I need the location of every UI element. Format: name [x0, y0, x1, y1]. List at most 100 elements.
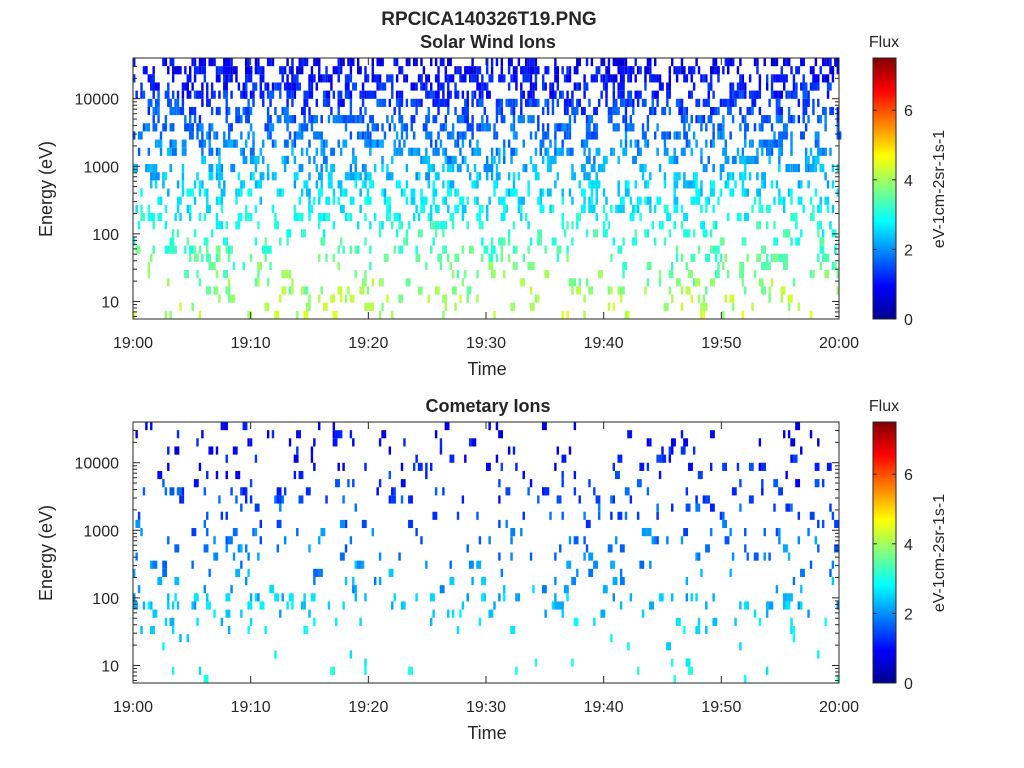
heatmap-cell: [709, 82, 713, 91]
heatmap-cell: [342, 495, 345, 504]
heatmap-cell: [619, 82, 625, 91]
heatmap-cell: [773, 90, 779, 99]
heatmap-cell: [237, 470, 241, 480]
heatmap-cell: [206, 204, 211, 213]
heatmap-cell: [688, 66, 693, 75]
heatmap-cell: [785, 58, 791, 67]
heatmap-cell: [383, 188, 387, 197]
heatmap-cell: [814, 155, 820, 165]
heatmap-cell: [571, 658, 574, 667]
heatmap-cell: [758, 74, 762, 83]
heatmap-cell: [534, 658, 538, 667]
heatmap-cell: [339, 188, 343, 197]
heatmap-cell: [466, 286, 472, 295]
heatmap-cell: [607, 58, 611, 67]
heatmap-cell: [809, 147, 813, 156]
heatmap-cell: [208, 261, 214, 271]
heatmap-cell: [164, 221, 168, 230]
heatmap-cell: [673, 196, 679, 205]
heatmap-cell: [315, 147, 319, 156]
heatmap-cell: [157, 139, 163, 148]
heatmap-cell: [741, 261, 745, 271]
heatmap-cell: [432, 188, 438, 197]
heatmap-cell: [288, 438, 292, 447]
heatmap-cell: [266, 131, 270, 140]
heatmap-cell: [473, 147, 477, 156]
heatmap-cell: [249, 438, 253, 447]
heatmap-cell: [571, 164, 574, 173]
heatmap-cell: [709, 462, 713, 471]
heatmap-cell: [427, 131, 433, 140]
heatmap-cell: [554, 576, 557, 586]
heatmap-cell: [753, 155, 759, 165]
heatmap-cell: [230, 123, 233, 132]
heatmap-cell: [792, 74, 796, 83]
heatmap-cell: [546, 106, 550, 116]
heatmap-cell: [741, 172, 745, 181]
heatmap-cell: [500, 58, 504, 67]
heatmap-cell: [320, 237, 326, 246]
heatmap-cell: [318, 172, 323, 181]
heatmap-cell: [761, 147, 764, 156]
heatmap-cell: [661, 131, 667, 140]
heatmap-cell: [181, 82, 185, 91]
heatmap-cell: [354, 503, 357, 512]
heatmap-cell: [369, 147, 372, 156]
heatmap-cell: [198, 666, 202, 675]
heatmap-cell: [286, 82, 292, 91]
heatmap-cell: [464, 115, 467, 124]
heatmap-cell: [763, 180, 766, 189]
heatmap-cell: [588, 115, 594, 124]
heatmap-cell: [644, 164, 647, 173]
heatmap-cell: [420, 74, 423, 83]
heatmap-cell: [700, 302, 703, 311]
heatmap-cell: [600, 609, 606, 618]
heatmap-cell: [685, 180, 689, 189]
heatmap-cell: [181, 180, 185, 189]
heatmap-cell: [198, 66, 202, 75]
heatmap-cell: [744, 90, 747, 99]
cometary-y-label: Energy (eV): [36, 505, 56, 601]
heatmap-cell: [666, 90, 669, 99]
heatmap-cell: [797, 98, 801, 107]
heatmap-cell: [468, 172, 472, 181]
heatmap-cell: [215, 172, 219, 181]
heatmap-cell: [171, 625, 175, 635]
heatmap-cell: [420, 82, 423, 91]
heatmap-cell: [826, 58, 830, 67]
heatmap-cell: [208, 568, 211, 577]
heatmap-cell: [432, 196, 435, 205]
heatmap-cell: [590, 74, 594, 83]
heatmap-cell: [344, 172, 350, 181]
heatmap-cell: [668, 270, 674, 279]
heatmap-cell: [634, 74, 637, 83]
heatmap-cell: [534, 58, 538, 67]
heatmap-cell: [269, 123, 275, 132]
heatmap-cell: [444, 147, 448, 156]
heatmap-cell: [439, 123, 443, 132]
heatmap-cell: [639, 212, 642, 222]
heatmap-cell: [785, 503, 791, 512]
heatmap-cell: [607, 115, 611, 124]
heatmap-cell: [576, 98, 579, 107]
heatmap-cell: [142, 601, 146, 610]
heatmap-cell: [322, 155, 328, 165]
heatmap-cell: [680, 302, 684, 311]
heatmap-cell: [337, 90, 343, 99]
heatmap-cell: [566, 74, 572, 83]
heatmap-cell: [342, 115, 348, 124]
heatmap-cell: [442, 90, 445, 99]
heatmap-cell: [748, 172, 752, 181]
heatmap-cell: [739, 503, 742, 512]
heatmap-cell: [583, 74, 586, 83]
heatmap-cell: [133, 568, 136, 577]
heatmap-cell: [291, 286, 294, 295]
heatmap-cell: [695, 593, 698, 602]
heatmap-cell: [468, 245, 474, 254]
heatmap-cell: [731, 302, 735, 311]
heatmap-cell: [196, 131, 199, 140]
heatmap-cell: [666, 642, 672, 651]
heatmap-cell: [544, 609, 547, 618]
heatmap-cell: [320, 115, 323, 124]
